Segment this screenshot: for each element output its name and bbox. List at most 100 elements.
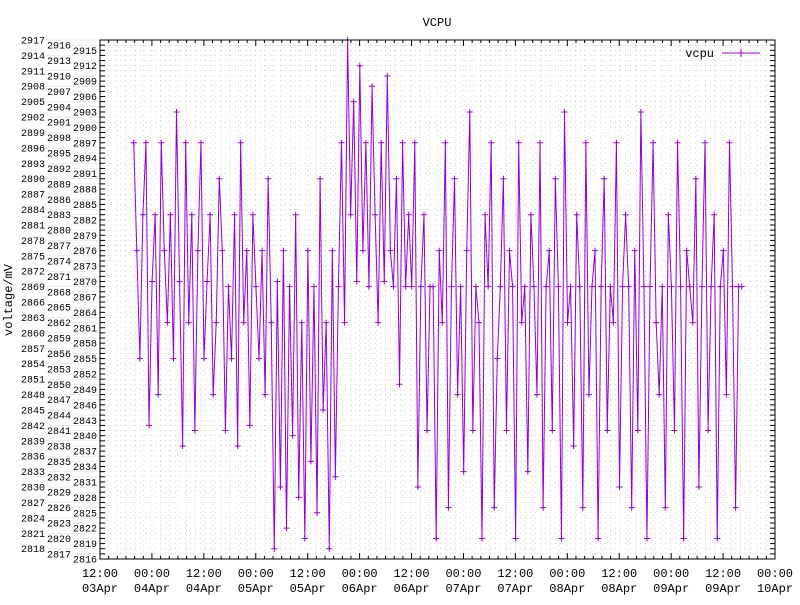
data-point (136, 355, 143, 362)
data-point (543, 283, 550, 290)
y-tick-label: 2913 (47, 57, 71, 68)
data-point (329, 247, 336, 254)
data-point (338, 139, 345, 146)
x-tick-label-date: 07Apr (497, 582, 533, 596)
data-point (546, 247, 553, 254)
data-point (369, 83, 376, 90)
y-tick-label: 2893 (21, 160, 45, 171)
data-point (457, 283, 464, 290)
data-point (692, 175, 699, 182)
data-point (204, 278, 211, 285)
y-tick-label: 2859 (47, 335, 71, 346)
data-point (711, 211, 718, 218)
y-tick-label: 2817 (47, 550, 71, 561)
data-point (686, 283, 693, 290)
y-tick-label: 2901 (47, 119, 71, 130)
data-point (317, 175, 324, 182)
x-tick-label-time: 00:00 (757, 567, 793, 581)
data-point (194, 247, 201, 254)
data-point (494, 355, 501, 362)
y-tick-label: 2837 (73, 448, 97, 459)
data-point (320, 406, 327, 413)
y-tick-label: 2891 (73, 170, 97, 181)
data-point (695, 484, 702, 491)
data-point (243, 247, 250, 254)
y-tick-label: 2848 (21, 391, 45, 402)
y-tick-label: 2831 (73, 478, 97, 489)
data-point (460, 468, 467, 475)
data-point (585, 391, 592, 398)
data-point (393, 175, 400, 182)
data-point (674, 139, 681, 146)
data-point (472, 283, 479, 290)
y-tick-label: 2911 (21, 67, 45, 78)
data-point (314, 509, 321, 516)
data-point (142, 139, 149, 146)
y-tick-label: 2852 (73, 371, 97, 382)
data-point (167, 211, 174, 218)
legend: vcpu (685, 47, 760, 61)
data-point (625, 283, 632, 290)
data-point (133, 247, 140, 254)
data-point (359, 247, 366, 254)
data-point (304, 247, 311, 254)
x-tick-label-time: 12:00 (705, 567, 741, 581)
y-tick-label: 2830 (21, 484, 45, 495)
y-tick-label: 2821 (21, 530, 45, 541)
data-point (567, 283, 574, 290)
data-point (723, 391, 730, 398)
data-point (326, 545, 333, 552)
data-point (509, 283, 516, 290)
data-point (430, 283, 437, 290)
data-point (268, 319, 275, 326)
data-point (634, 427, 641, 434)
x-tick-label-time: 00:00 (653, 567, 689, 581)
data-point (335, 283, 342, 290)
data-point (390, 283, 397, 290)
data-point (347, 211, 354, 218)
data-point (549, 427, 556, 434)
data-point (417, 283, 424, 290)
data-point (628, 504, 635, 511)
data-point (515, 139, 522, 146)
data-point (668, 283, 675, 290)
x-tick-label-date: 04Apr (186, 582, 222, 596)
data-point (216, 175, 223, 182)
data-point (234, 442, 241, 449)
y-tick-label: 2851 (21, 376, 45, 387)
y-tick-label: 2916 (47, 42, 71, 53)
y-tick-label: 2816 (73, 556, 97, 567)
y-tick-label: 2912 (73, 62, 97, 73)
y-tick-label: 2832 (47, 473, 71, 484)
data-point (643, 535, 650, 542)
data-point (613, 139, 620, 146)
data-point (225, 283, 232, 290)
data-point (570, 442, 577, 449)
data-point (527, 211, 534, 218)
y-tick-label: 2825 (73, 509, 97, 520)
x-tick-label-date: 05Apr (290, 582, 326, 596)
data-point (387, 247, 394, 254)
x-tick-label-time: 12:00 (497, 567, 533, 581)
data-point (179, 442, 186, 449)
y-tick-label: 2898 (47, 134, 71, 145)
y-tick-label: 2827 (21, 499, 45, 510)
y-tick-label: 2910 (47, 72, 71, 83)
data-point (714, 535, 721, 542)
y-tick-label: 2915 (73, 47, 97, 58)
x-tick-label-date: 09Apr (653, 582, 689, 596)
series-vcpu (130, 37, 745, 552)
data-point (512, 535, 519, 542)
data-point (149, 278, 156, 285)
y-tick-label: 2834 (73, 463, 97, 474)
y-tick-label: 2892 (47, 165, 71, 176)
y-tick-label: 2876 (73, 247, 97, 258)
data-point (445, 504, 452, 511)
x-tick-label-time: 00:00 (342, 567, 378, 581)
data-point (592, 247, 599, 254)
data-point (705, 427, 712, 434)
data-point (219, 247, 226, 254)
data-point (164, 319, 171, 326)
data-point (500, 175, 507, 182)
y-tick-label: 2883 (47, 211, 71, 222)
